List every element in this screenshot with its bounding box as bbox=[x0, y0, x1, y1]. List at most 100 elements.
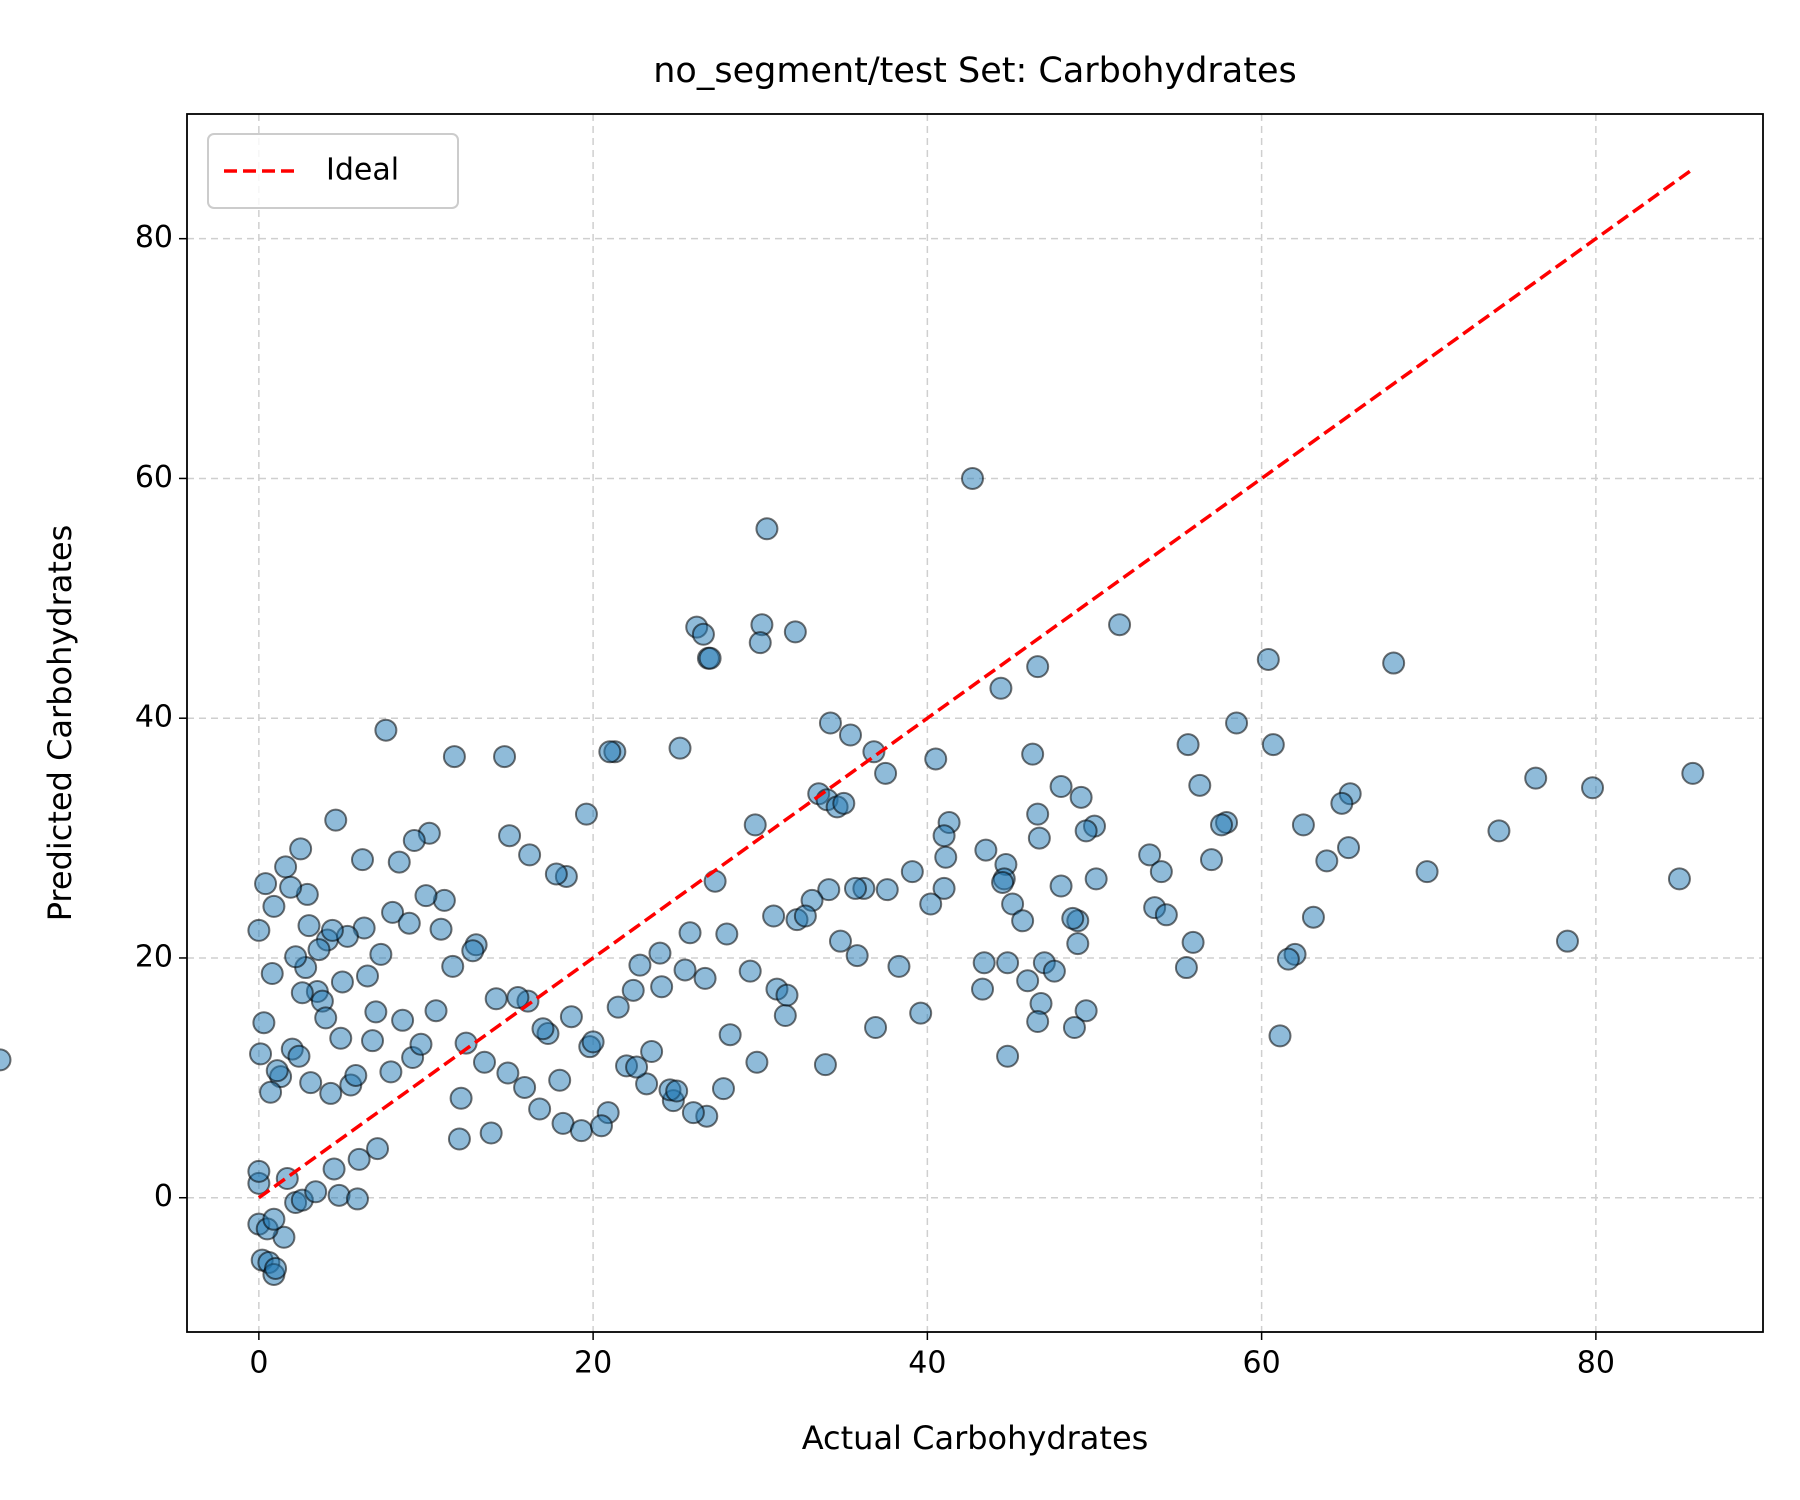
data-point bbox=[287, 1044, 311, 1068]
data-point bbox=[1268, 1024, 1292, 1048]
data-point bbox=[493, 745, 517, 769]
data-point bbox=[1042, 959, 1066, 983]
data-point bbox=[1581, 776, 1605, 800]
data-point bbox=[441, 954, 465, 978]
data-point bbox=[472, 1050, 496, 1074]
data-point bbox=[1276, 947, 1300, 971]
data-point bbox=[1074, 999, 1098, 1023]
data-point bbox=[1315, 849, 1339, 873]
data-point bbox=[429, 917, 453, 941]
x-tick-label: 40 bbox=[908, 1346, 946, 1381]
data-point bbox=[366, 1137, 390, 1161]
data-point bbox=[479, 1121, 503, 1145]
data-point bbox=[279, 875, 303, 899]
legend: Ideal bbox=[207, 133, 459, 209]
data-point bbox=[319, 1081, 343, 1105]
data-point bbox=[581, 1030, 605, 1054]
data-point bbox=[640, 1039, 664, 1063]
data-point bbox=[409, 1032, 433, 1056]
data-point bbox=[773, 1004, 797, 1028]
data-point bbox=[743, 813, 767, 837]
y-axis-label: Predicted Carbohydrates bbox=[41, 525, 79, 922]
data-point bbox=[1062, 1016, 1086, 1039]
data-point bbox=[845, 944, 869, 968]
data-point bbox=[625, 1055, 649, 1079]
x-tick-label: 60 bbox=[1243, 1346, 1281, 1381]
data-point bbox=[755, 517, 779, 541]
data-point bbox=[681, 1101, 705, 1125]
data-point bbox=[262, 894, 286, 918]
data-point bbox=[1108, 613, 1132, 637]
legend-box bbox=[207, 133, 459, 209]
data-point bbox=[548, 1068, 572, 1092]
data-point bbox=[1174, 956, 1198, 980]
data-point bbox=[290, 981, 314, 1005]
data-point bbox=[738, 959, 762, 983]
data-point bbox=[1026, 655, 1050, 679]
data-point bbox=[1199, 848, 1223, 872]
data-point bbox=[1021, 742, 1045, 766]
data-point bbox=[635, 1072, 659, 1096]
chart-title: no_segment/test Set: Carbohydrates bbox=[653, 51, 1296, 91]
data-point bbox=[875, 878, 899, 902]
data-point bbox=[1667, 867, 1691, 891]
data-point bbox=[1001, 892, 1025, 916]
data-point bbox=[900, 860, 924, 884]
data-point bbox=[589, 1114, 613, 1138]
data-point bbox=[559, 1005, 583, 1029]
data-point bbox=[1084, 867, 1108, 891]
data-point bbox=[932, 876, 956, 900]
data-point bbox=[254, 872, 278, 896]
data-point bbox=[813, 1053, 837, 1077]
data-point bbox=[327, 1183, 351, 1207]
data-point bbox=[289, 837, 313, 861]
data-point bbox=[355, 964, 379, 988]
data-point bbox=[461, 939, 485, 963]
data-point bbox=[297, 914, 321, 938]
data-point bbox=[314, 1006, 338, 1030]
data-point bbox=[665, 1079, 689, 1103]
data-point bbox=[1382, 651, 1406, 675]
plot-frame bbox=[186, 113, 1764, 1333]
data-point bbox=[1026, 802, 1050, 826]
data-point bbox=[844, 876, 868, 900]
data-point bbox=[1256, 647, 1280, 671]
ideal-line bbox=[257, 167, 1694, 1200]
data-point bbox=[513, 1075, 537, 1099]
data-point bbox=[628, 953, 652, 977]
data-point bbox=[691, 622, 715, 646]
data-point bbox=[574, 802, 598, 826]
data-point bbox=[424, 999, 448, 1023]
data-point bbox=[621, 978, 645, 1002]
data-point bbox=[1524, 766, 1548, 790]
data-point bbox=[874, 761, 898, 785]
data-point bbox=[1337, 836, 1361, 860]
data-point bbox=[324, 808, 348, 832]
data-point bbox=[1011, 909, 1035, 933]
data-point bbox=[832, 791, 856, 815]
data-point bbox=[668, 736, 692, 760]
data-point bbox=[817, 878, 841, 902]
data-point bbox=[974, 838, 998, 862]
data-point bbox=[1049, 874, 1073, 898]
data-point bbox=[329, 1026, 353, 1050]
data-point bbox=[247, 1159, 271, 1183]
data-point bbox=[1487, 819, 1511, 843]
data-point bbox=[569, 1119, 593, 1143]
data-point bbox=[864, 1016, 888, 1039]
data-point bbox=[1149, 860, 1173, 884]
data-point bbox=[650, 975, 674, 999]
data-point bbox=[762, 904, 786, 928]
data-point bbox=[449, 1086, 473, 1110]
data-point bbox=[919, 892, 943, 916]
data-point bbox=[447, 1127, 471, 1151]
data-point bbox=[247, 918, 271, 942]
data-point bbox=[678, 921, 702, 945]
data-point bbox=[307, 938, 331, 962]
data-point bbox=[252, 1011, 276, 1035]
data-point bbox=[932, 824, 956, 848]
data-point bbox=[775, 983, 799, 1007]
data-point bbox=[397, 911, 421, 935]
data-point bbox=[989, 676, 1013, 700]
data-point bbox=[1027, 826, 1051, 850]
